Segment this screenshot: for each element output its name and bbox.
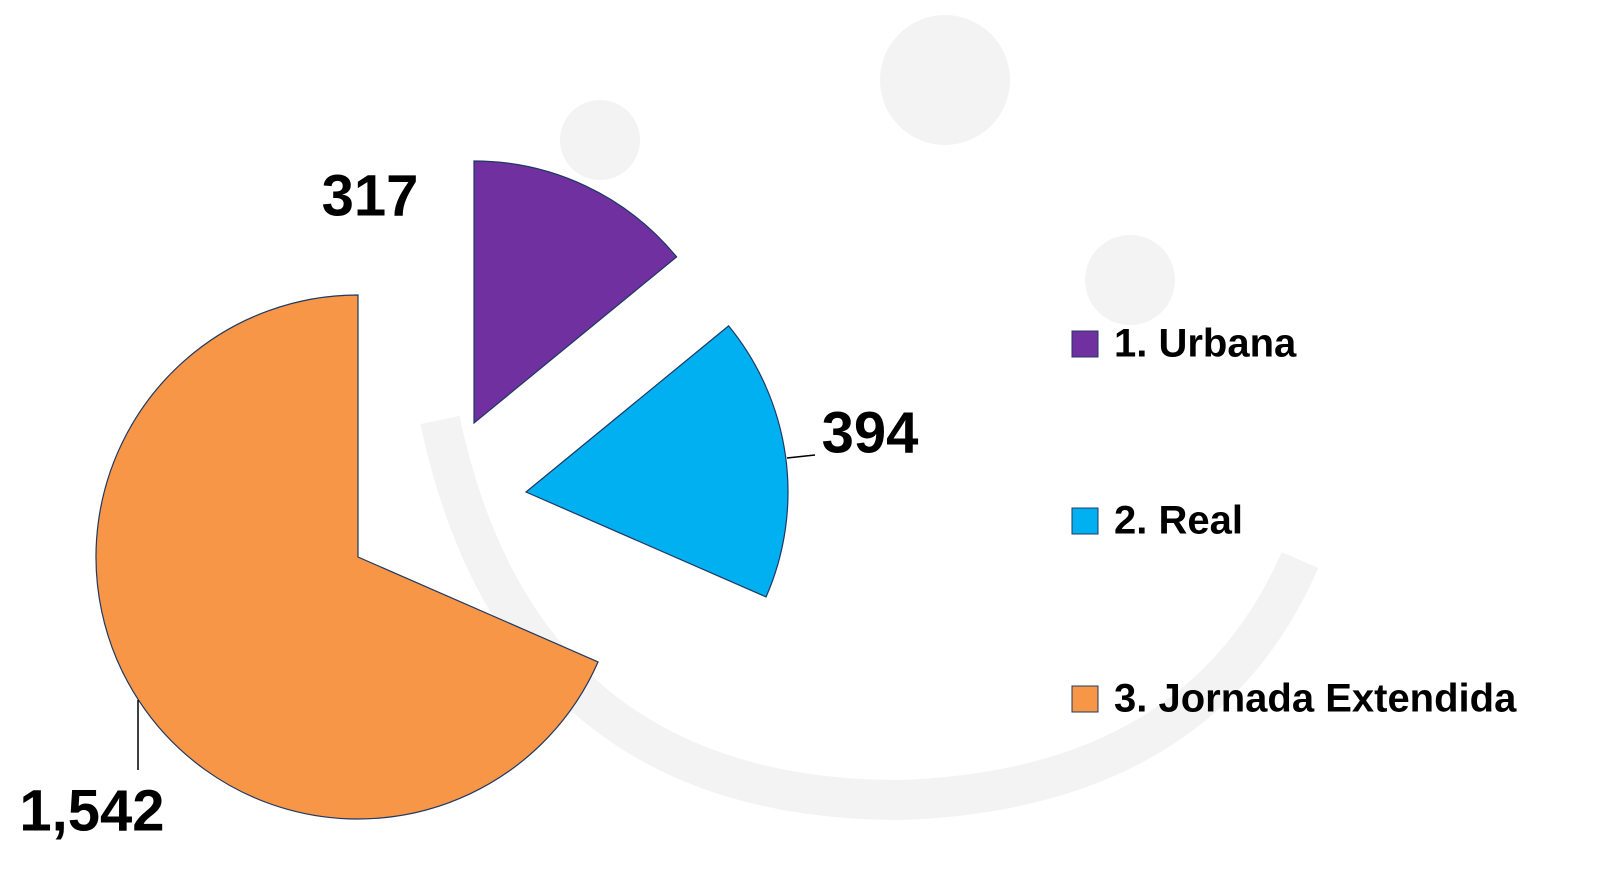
pie-slice <box>524 325 789 598</box>
legend-label: 1. Urbana <box>1114 322 1297 366</box>
data-label: 317 <box>322 163 419 228</box>
legend-swatch <box>1071 330 1099 358</box>
legend-swatch <box>1071 685 1099 713</box>
data-label: 1,542 <box>19 778 164 843</box>
watermark <box>420 15 1319 821</box>
pie-slice <box>473 160 678 425</box>
legend-label: 2. Real <box>1114 499 1243 543</box>
legend-label: 3. Jornada Extendida <box>1114 677 1517 721</box>
pie-slice <box>95 294 599 820</box>
legend-swatch <box>1071 507 1099 535</box>
leader-line <box>786 454 816 459</box>
data-label: 394 <box>822 400 919 465</box>
